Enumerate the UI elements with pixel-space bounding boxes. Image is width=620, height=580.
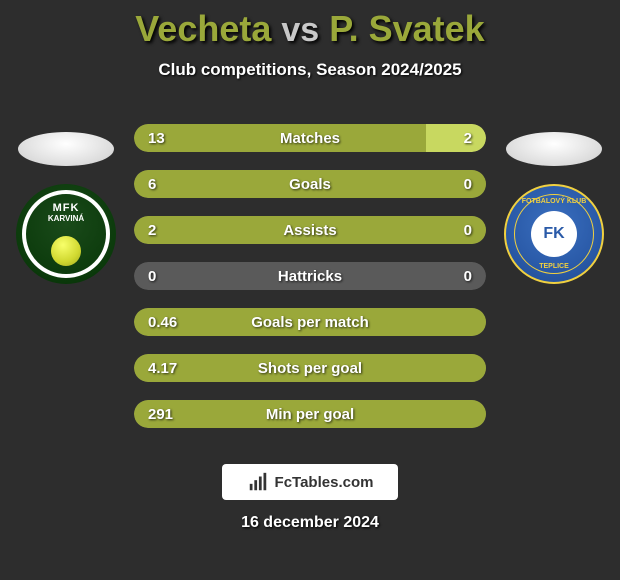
stat-value-right: 0 [426, 222, 486, 239]
stat-row: 2Assists0 [134, 216, 486, 244]
stat-bars-container: 13Matches26Goals02Assists00Hattricks00.4… [134, 110, 486, 428]
stat-value-left: 2 [134, 222, 194, 239]
left-side-column: MFK KARVINÁ [16, 110, 116, 284]
player1-name: Vecheta [135, 8, 271, 49]
player2-silhouette [506, 132, 602, 166]
stat-value-left: 4.17 [134, 360, 194, 377]
stat-row: 6Goals0 [134, 170, 486, 198]
stat-row: 4.17Shots per goal [134, 354, 486, 382]
club-right-arc-top: FOTBALOVÝ KLUB [506, 198, 602, 205]
club-badge-right: FOTBALOVÝ KLUB FK TEPLICE [504, 184, 604, 284]
stat-value-right: 2 [426, 130, 486, 147]
club-left-sub: KARVINÁ [16, 214, 116, 223]
stat-label: Assists [194, 222, 426, 239]
stat-value-right: 0 [426, 268, 486, 285]
stat-value-left: 0 [134, 268, 194, 285]
stat-row: 0Hattricks0 [134, 262, 486, 290]
stat-row: 291Min per goal [134, 400, 486, 428]
vs-label: vs [281, 11, 319, 49]
stat-label: Goals per match [194, 314, 426, 331]
stat-label: Goals [194, 176, 426, 193]
stat-row: 0.46Goals per match [134, 308, 486, 336]
subtitle: Club competitions, Season 2024/2025 [0, 60, 620, 80]
player2-name: P. Svatek [329, 8, 484, 49]
stat-label: Min per goal [194, 406, 426, 423]
brand-logo: FcTables.com [222, 464, 398, 500]
stat-row: 13Matches2 [134, 124, 486, 152]
stat-value-left: 0.46 [134, 314, 194, 331]
stat-value-left: 291 [134, 406, 194, 423]
club-badge-left: MFK KARVINÁ [16, 184, 116, 284]
ball-icon [51, 236, 81, 266]
stat-label: Shots per goal [194, 360, 426, 377]
stat-label: Matches [194, 130, 426, 147]
club-left-abbr: MFK [16, 202, 116, 214]
stat-value-left: 13 [134, 130, 194, 147]
page-title: Vecheta vs P. Svatek [0, 0, 620, 50]
player1-silhouette [18, 132, 114, 166]
right-side-column: FOTBALOVÝ KLUB FK TEPLICE [504, 110, 604, 284]
club-right-abbr: FK [531, 211, 577, 257]
brand-text: FcTables.com [275, 474, 374, 491]
stat-value-right: 0 [426, 176, 486, 193]
stat-value-left: 6 [134, 176, 194, 193]
footer-date: 16 december 2024 [0, 514, 620, 532]
comparison-main: MFK KARVINÁ 13Matches26Goals02Assists00H… [0, 110, 620, 428]
chart-icon [247, 471, 269, 493]
stat-label: Hattricks [194, 268, 426, 285]
club-right-arc-bottom: TEPLICE [506, 263, 602, 270]
